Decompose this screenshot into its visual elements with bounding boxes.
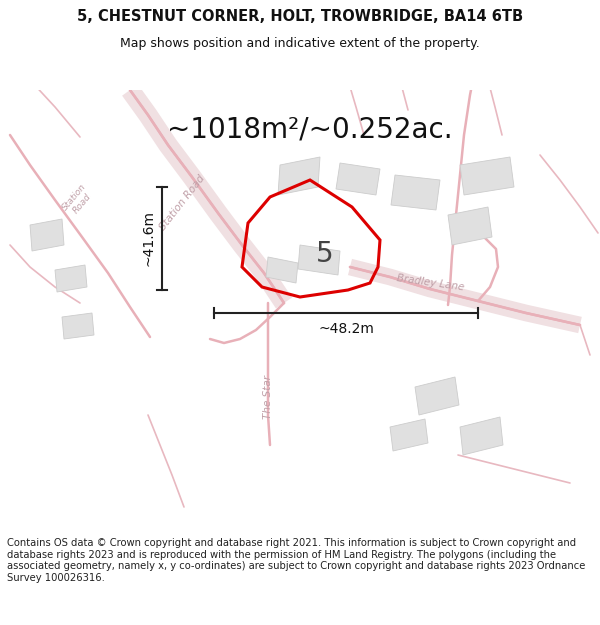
Polygon shape <box>336 163 380 195</box>
Polygon shape <box>460 157 514 195</box>
Polygon shape <box>55 265 87 292</box>
Text: Map shows position and indicative extent of the property.: Map shows position and indicative extent… <box>120 37 480 49</box>
Polygon shape <box>415 377 459 415</box>
Text: ~48.2m: ~48.2m <box>318 322 374 336</box>
Polygon shape <box>278 157 320 195</box>
Text: 5: 5 <box>316 240 334 268</box>
Polygon shape <box>391 175 440 210</box>
Text: Station Road: Station Road <box>157 174 206 232</box>
Text: ~1018m²/~0.252ac.: ~1018m²/~0.252ac. <box>167 116 453 144</box>
Polygon shape <box>266 257 298 283</box>
Polygon shape <box>390 419 428 451</box>
Polygon shape <box>448 207 492 245</box>
Polygon shape <box>0 90 600 535</box>
Polygon shape <box>62 313 94 339</box>
Polygon shape <box>298 245 340 275</box>
Text: Contains OS data © Crown copyright and database right 2021. This information is : Contains OS data © Crown copyright and d… <box>7 538 586 582</box>
Text: ~41.6m: ~41.6m <box>141 211 155 266</box>
Text: The Star: The Star <box>263 375 273 419</box>
Polygon shape <box>460 417 503 455</box>
Polygon shape <box>30 219 64 251</box>
Text: Station
Road: Station Road <box>60 181 96 219</box>
Text: 5, CHESTNUT CORNER, HOLT, TROWBRIDGE, BA14 6TB: 5, CHESTNUT CORNER, HOLT, TROWBRIDGE, BA… <box>77 9 523 24</box>
Text: Bradley Lane: Bradley Lane <box>395 273 464 292</box>
